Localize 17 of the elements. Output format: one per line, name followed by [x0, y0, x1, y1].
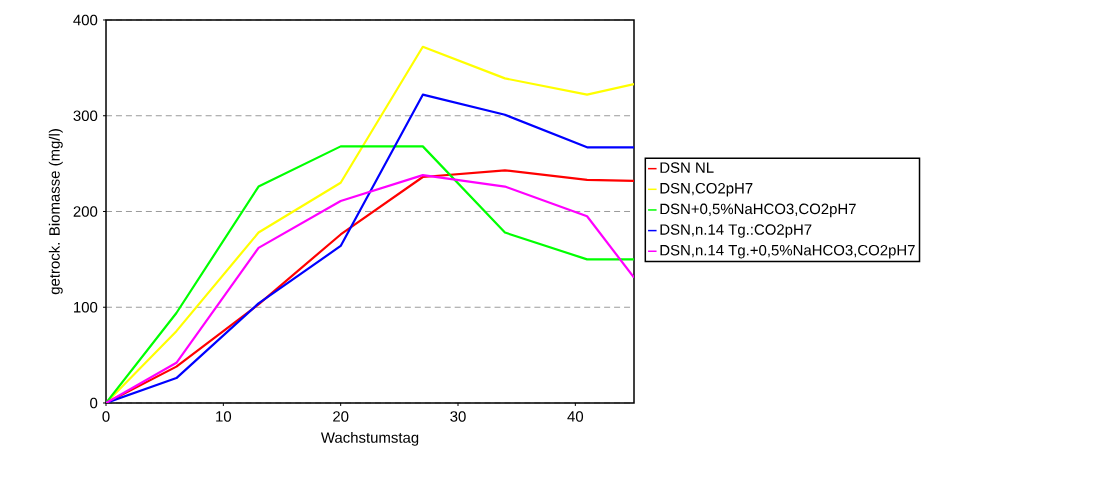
legend-label: DSN,CO2pH7	[660, 182, 753, 197]
x-tick-label: 20	[333, 411, 349, 422]
y-axis-title: getrock. Biomasse (mg/l)	[48, 129, 63, 295]
y-tick-label: 100	[74, 301, 98, 313]
x-axis-title: Wachstumstag	[320, 431, 419, 446]
legend-label: DSN,n.14 Tg.:CO2pH7	[660, 224, 812, 238]
y-tick-label: 300	[73, 110, 98, 122]
legend-label: DSN+0,5%NaHCO3,CO2pH7	[660, 203, 856, 218]
legend-label: DSN,n.14 Tg.+0,5%NaHCO3,CO2pH7	[660, 244, 915, 259]
x-tick-label: 30	[450, 411, 466, 422]
y-tick-label: 200	[73, 206, 98, 217]
y-tick-label: 400	[73, 14, 98, 26]
y-tick-label: 0	[90, 397, 98, 409]
x-tick-label: 10	[216, 411, 232, 422]
legend-label: DSN NL	[660, 162, 714, 173]
x-tick-label: 40	[567, 411, 584, 422]
x-tick-label: 0	[102, 411, 110, 422]
